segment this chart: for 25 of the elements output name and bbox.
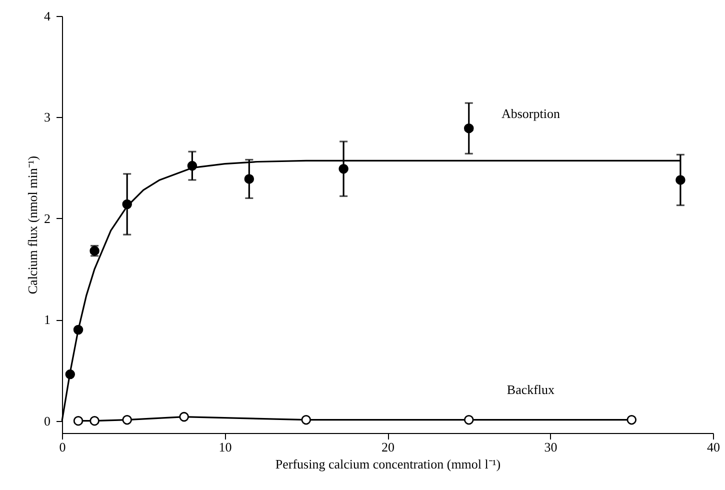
point: [464, 123, 474, 134]
x-tick-label: 40: [707, 440, 720, 454]
text: Absorption: [501, 106, 560, 121]
point: [244, 174, 254, 184]
point: [179, 412, 189, 422]
point: [122, 414, 132, 425]
point: [464, 414, 474, 425]
x-tick-label: 30: [544, 440, 558, 454]
point: [90, 416, 100, 426]
series-label: Backflux: [506, 382, 556, 397]
point: [626, 414, 637, 425]
x-tick-label: 0: [59, 440, 66, 454]
y-tick-label: 1: [44, 312, 50, 328]
point: [301, 414, 312, 425]
y-tick-label: 0: [44, 413, 50, 428]
x-tick-label: 10: [218, 440, 232, 454]
x-tick-label: 20: [382, 440, 394, 454]
y-axis-title: Calcium flux (nmol min⁻¹): [25, 156, 40, 294]
point: [676, 175, 686, 185]
x-axis-title: Perfusing calcium concentration (mmol l⁻¹): [275, 456, 501, 472]
point: [73, 416, 84, 426]
y-tick-label: 2: [44, 210, 50, 226]
y-tick-label: 4: [44, 8, 51, 24]
point: [338, 164, 348, 174]
y-tick-label: 3: [44, 110, 50, 125]
